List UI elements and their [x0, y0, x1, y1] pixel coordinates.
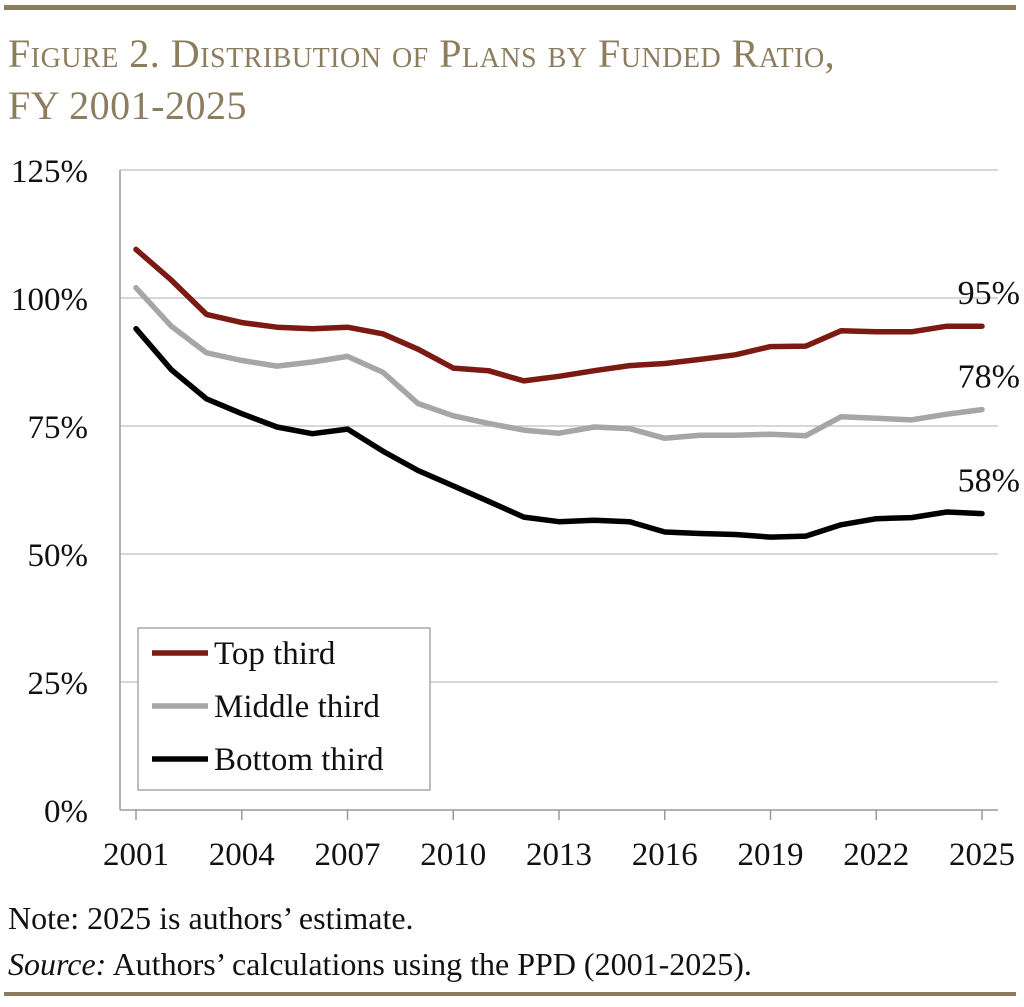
x-tick-label: 2025: [949, 837, 1015, 873]
x-tick-label: 2013: [526, 837, 592, 873]
end-label-middle: 78%: [958, 359, 1020, 396]
x-tick-label: 2019: [738, 837, 804, 873]
y-tick-label: 125%: [11, 154, 88, 190]
x-tick-label: 2010: [420, 837, 486, 873]
title-line-2: FY 2001-2025: [8, 83, 247, 128]
source-label: Source:: [8, 946, 107, 982]
y-tick-label: 75%: [28, 410, 89, 446]
y-tick-label: 50%: [28, 538, 89, 574]
end-label-top: 95%: [958, 275, 1020, 312]
source-line: Source: Authors’ calculations using the …: [8, 944, 752, 984]
x-tick-label: 2004: [209, 837, 275, 873]
title-line-1: Figure 2. Distribution of Plans by Funde…: [8, 31, 836, 76]
x-tick-label: 2022: [843, 837, 909, 873]
legend-label-middle: Middle third: [214, 689, 380, 725]
source-text: Authors’ calculations using the PPD (200…: [106, 946, 752, 982]
y-tick-label: 0%: [44, 794, 88, 830]
legend-label-bottom: Bottom third: [214, 742, 384, 778]
end-label-bottom: 58%: [958, 463, 1020, 500]
x-tick-label: 2016: [632, 837, 698, 873]
x-tick-label: 2007: [315, 837, 381, 873]
top-rule: [4, 5, 1016, 10]
bottom-rule: [4, 992, 1016, 996]
legend-label-top: Top third: [214, 636, 336, 672]
x-tick-label: 2001: [103, 837, 169, 873]
series-line-bottom: [133, 325, 985, 540]
y-tick-label: 100%: [11, 282, 88, 318]
series-line-middle: [133, 285, 985, 442]
note-text: Note: 2025 is authors’ estimate.: [8, 900, 414, 936]
chart-title: Figure 2. Distribution of Plans by Funde…: [8, 28, 1008, 132]
y-tick-label: 25%: [28, 666, 89, 702]
funded-ratio-chart: 0% 25% 50% 75% 100% 125% 2001 2004 2007 2010 2013 2…: [11, 154, 1020, 873]
series-line-top: [133, 246, 985, 384]
